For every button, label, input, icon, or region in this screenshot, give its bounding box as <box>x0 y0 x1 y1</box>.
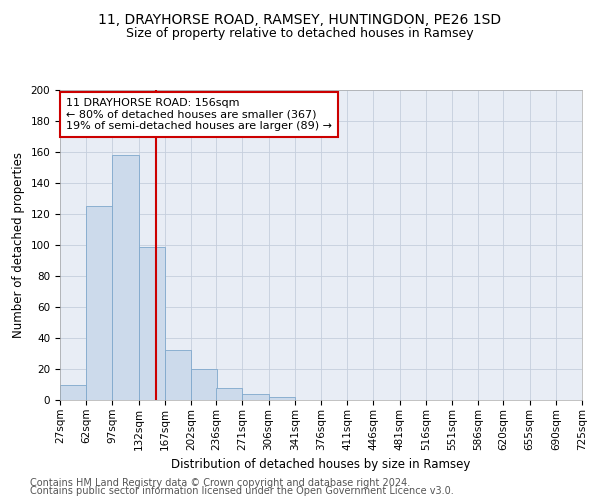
Bar <box>86 206 112 400</box>
Bar <box>242 394 269 400</box>
Bar <box>139 246 164 400</box>
Text: 11 DRAYHORSE ROAD: 156sqm
← 80% of detached houses are smaller (367)
19% of semi: 11 DRAYHORSE ROAD: 156sqm ← 80% of detac… <box>66 98 332 131</box>
Bar <box>191 369 217 400</box>
Text: Contains HM Land Registry data © Crown copyright and database right 2024.: Contains HM Land Registry data © Crown c… <box>30 478 410 488</box>
Text: Contains public sector information licensed under the Open Government Licence v3: Contains public sector information licen… <box>30 486 454 496</box>
Bar <box>269 397 295 400</box>
Text: 11, DRAYHORSE ROAD, RAMSEY, HUNTINGDON, PE26 1SD: 11, DRAYHORSE ROAD, RAMSEY, HUNTINGDON, … <box>98 12 502 26</box>
Bar <box>60 384 86 400</box>
Bar <box>112 155 139 400</box>
Y-axis label: Number of detached properties: Number of detached properties <box>12 152 25 338</box>
X-axis label: Distribution of detached houses by size in Ramsey: Distribution of detached houses by size … <box>172 458 470 471</box>
Bar <box>217 388 242 400</box>
Text: Size of property relative to detached houses in Ramsey: Size of property relative to detached ho… <box>126 28 474 40</box>
Bar <box>164 350 191 400</box>
